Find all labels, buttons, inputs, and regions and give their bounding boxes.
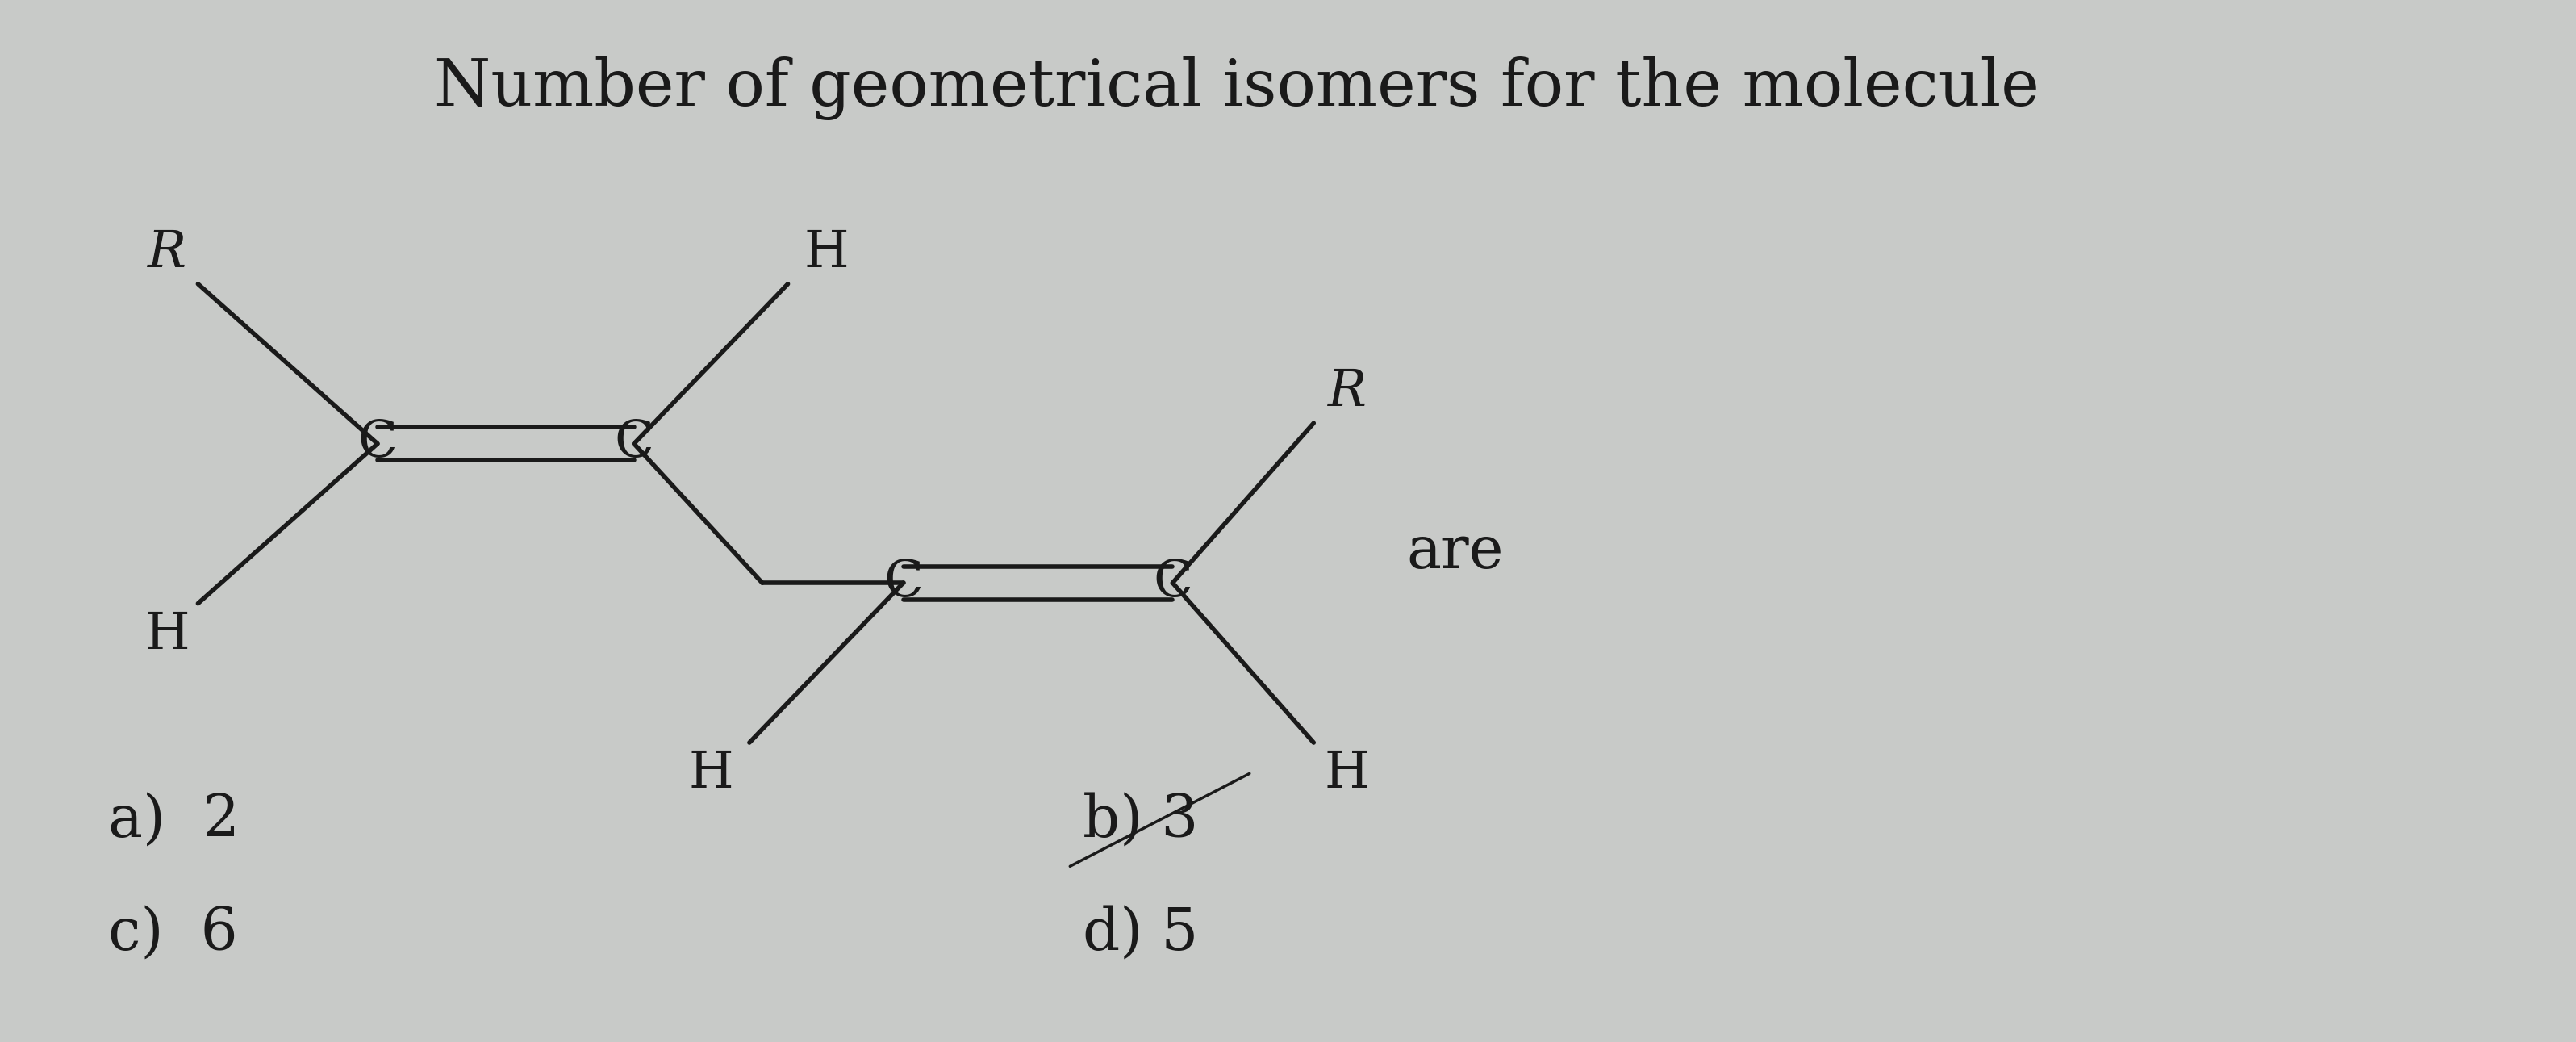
Text: C: C bbox=[613, 419, 654, 468]
Text: a)  2: a) 2 bbox=[108, 792, 240, 848]
Text: H: H bbox=[688, 749, 734, 798]
Text: C: C bbox=[358, 419, 397, 468]
Text: H: H bbox=[1324, 749, 1370, 798]
Text: C: C bbox=[884, 559, 922, 607]
Text: d) 5: d) 5 bbox=[1082, 904, 1198, 962]
Text: R: R bbox=[1327, 367, 1365, 417]
Text: C: C bbox=[1154, 559, 1193, 607]
Text: Number of geometrical isomers for the molecule: Number of geometrical isomers for the mo… bbox=[433, 56, 2040, 120]
Text: c)  6: c) 6 bbox=[108, 904, 237, 962]
Text: b) 3: b) 3 bbox=[1082, 792, 1198, 848]
Text: H: H bbox=[804, 228, 848, 277]
Text: R: R bbox=[147, 228, 185, 278]
Text: H: H bbox=[144, 610, 191, 659]
Text: are: are bbox=[1406, 523, 1504, 580]
